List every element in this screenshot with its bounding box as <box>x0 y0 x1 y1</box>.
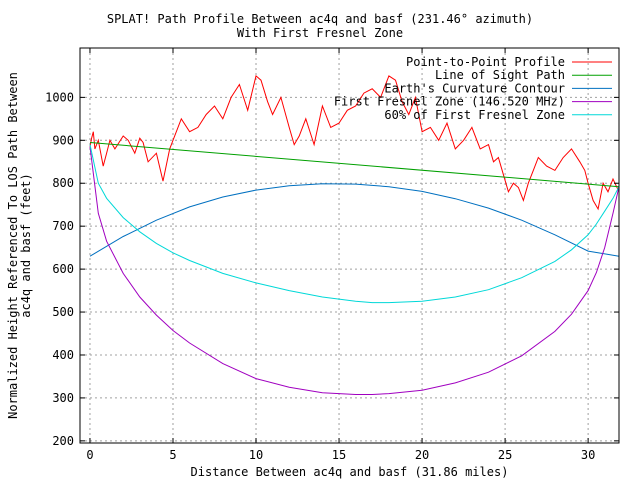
legend-label: Point-to-Point Profile <box>406 55 565 69</box>
legend-label: 60% of First Fresnel Zone <box>384 108 565 122</box>
y-tick-label: 500 <box>52 305 74 319</box>
chart-title-line-1: SPLAT! Path Profile Between ac4q and bas… <box>106 12 534 26</box>
legend-label: Line of Sight Path <box>435 68 565 82</box>
y-tick-label: 400 <box>52 348 74 362</box>
x-tick-label: 30 <box>581 448 595 462</box>
series-line-1 <box>89 74 620 211</box>
y-tick-label: 1000 <box>45 90 74 104</box>
x-axis-title: Distance Between ac4q and basf (31.86 mi… <box>191 465 509 479</box>
y-tick-label: 700 <box>52 219 74 233</box>
x-tick-label: 10 <box>249 448 263 462</box>
series-line-5 <box>89 144 620 304</box>
x-tick-label: 15 <box>332 448 346 462</box>
y-axis-title-line-2: ac4q and basf (feet) <box>19 173 33 318</box>
plot-frame <box>79 47 620 444</box>
legend-label: Earth's Curvature Contour <box>384 81 565 95</box>
y-axis-title-line-1: Normalized Height Referenced To LOS Path… <box>6 72 20 419</box>
chart-title-line-2: With First Fresnel Zone <box>236 26 404 40</box>
y-tick-label: 200 <box>52 434 74 448</box>
y-tick-label: 600 <box>52 262 74 276</box>
x-tick-label: 5 <box>169 448 176 462</box>
series-line-3 <box>89 183 620 257</box>
x-tick-label: 20 <box>415 448 429 462</box>
x-tick-label: 0 <box>86 448 93 462</box>
x-tick-label: 25 <box>498 448 512 462</box>
series-line-2 <box>89 142 620 188</box>
y-tick-label: 300 <box>52 391 74 405</box>
y-tick-label: 900 <box>52 133 74 147</box>
legend-label: First Fresnel Zone (146.520 MHz) <box>334 95 565 109</box>
series-line-4 <box>89 146 620 395</box>
y-tick-label: 800 <box>52 176 74 190</box>
